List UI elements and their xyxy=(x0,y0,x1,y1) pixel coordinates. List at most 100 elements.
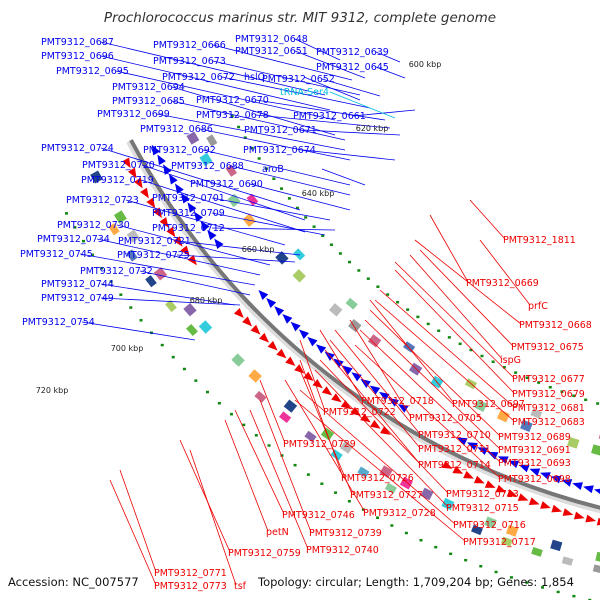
tick-dot xyxy=(90,253,94,257)
reverse-leader-line xyxy=(299,389,456,525)
reverse-feature-block xyxy=(113,210,127,224)
tick-label: 640 kbp xyxy=(302,189,335,198)
rna-leader-line xyxy=(329,91,396,119)
reverse-feature-block xyxy=(505,524,519,537)
reverse-feature-block xyxy=(531,547,543,557)
reverse-gene-label: PMT9312_0740 xyxy=(306,545,379,556)
reverse-feature-block xyxy=(304,430,317,443)
forward-gene-arrow xyxy=(200,220,210,232)
tick-dot xyxy=(525,376,529,379)
tick-dot xyxy=(205,390,209,394)
forward-feature-block xyxy=(520,419,533,432)
forward-gene-arrow xyxy=(467,442,478,451)
tick-dot xyxy=(295,206,299,210)
forward-feature-block xyxy=(293,248,306,261)
tick-dot xyxy=(479,564,483,568)
reverse-leader-line xyxy=(334,329,421,435)
forward-gene-label: PMT9312_0688 xyxy=(171,161,244,172)
tick-dot xyxy=(357,269,361,272)
tick-dot xyxy=(458,342,462,346)
reverse-feature-block xyxy=(279,411,292,424)
forward-gene-label: PMT9312_0732 xyxy=(80,266,153,277)
reverse-gene-label: PMT9312_0746 xyxy=(282,510,355,521)
forward-leader-line xyxy=(294,38,341,61)
reverse-gene-arrow xyxy=(506,489,518,497)
tick-dot xyxy=(509,576,513,579)
reverse-gene-arrow xyxy=(340,400,352,410)
reverse-leader-line xyxy=(469,199,506,240)
forward-leader-line xyxy=(352,109,416,117)
reverse-leader-line xyxy=(179,439,231,553)
forward-leader-line xyxy=(321,78,381,97)
tick-dot xyxy=(572,594,576,598)
reverse-gene-label: PMT9312_0714 xyxy=(418,460,491,471)
forward-leader-line xyxy=(375,51,401,63)
forward-gene-label: PMT9312_0652 xyxy=(262,74,335,85)
forward-gene-label: PMT9312_0699 xyxy=(97,109,170,120)
reverse-gene-label: PMT9312_0683 xyxy=(512,417,585,428)
reverse-gene-arrow xyxy=(159,217,169,228)
tick-label: 700 kbp xyxy=(111,344,144,353)
tick-dot xyxy=(494,570,498,574)
forward-gene-label: PMT9312_0724 xyxy=(41,143,114,154)
forward-gene-arrow xyxy=(258,289,269,300)
tick-dot xyxy=(334,491,338,494)
forward-leader-line xyxy=(230,165,351,196)
reverse-gene-arrow xyxy=(303,371,314,382)
forward-gene-label: PMT9312_0694 xyxy=(112,82,185,93)
forward-feature-block xyxy=(206,134,218,147)
forward-gene-arrow xyxy=(539,472,551,480)
forward-gene-label: PMT9312_0721 xyxy=(118,236,191,247)
tick-label: 600 kbp xyxy=(409,60,442,69)
reverse-feature-block xyxy=(592,564,600,574)
reverse-leader-line xyxy=(284,379,366,513)
forward-gene-arrow xyxy=(593,488,600,496)
forward-leader-line xyxy=(302,149,396,161)
tick-dot xyxy=(287,197,291,200)
reverse-feature-block xyxy=(484,516,497,529)
tick-label: 620 kbp xyxy=(356,124,389,133)
reverse-leader-line xyxy=(294,399,466,542)
ring-layer xyxy=(64,115,600,600)
reverse-leader-line xyxy=(319,359,449,494)
genome-summary-text: Topology: circular; Length: 1,709,204 bp… xyxy=(257,575,574,589)
reverse-gene-arrow xyxy=(276,348,287,359)
reverse-feature-block xyxy=(108,223,120,236)
tick-dot xyxy=(254,434,258,437)
reverse-gene-arrow xyxy=(173,236,183,247)
forward-gene-arrow xyxy=(157,154,166,166)
reverse-gene-arrow xyxy=(585,514,597,523)
reverse-gene-label: PMT9312_0679 xyxy=(512,389,585,400)
reverse-gene-arrow xyxy=(122,157,131,169)
tick-dot xyxy=(537,381,541,384)
tick-dot xyxy=(514,371,518,374)
forward-leader-line xyxy=(321,168,366,186)
tick-dot xyxy=(366,277,370,280)
tick-dot xyxy=(584,398,588,402)
tick-dot xyxy=(129,306,133,309)
tick-dot xyxy=(250,146,254,150)
tick-dot xyxy=(267,444,271,447)
tick-dot xyxy=(426,322,430,326)
reverse-feature-block xyxy=(550,539,563,552)
reverse-gene-arrow xyxy=(528,497,540,505)
tick-dot xyxy=(182,367,186,371)
forward-gene-arrow xyxy=(397,404,409,413)
reverse-gene-label: PMT9312_0691 xyxy=(498,445,571,456)
tick-dot xyxy=(264,167,268,170)
forward-gene-label: PMT9312_0734 xyxy=(37,234,110,245)
reverse-leader-line xyxy=(369,309,501,437)
reverse-leader-line xyxy=(319,329,364,401)
forward-gene-label: PMT9312_0651 xyxy=(235,46,308,57)
forward-gene-arrow xyxy=(151,144,161,156)
tick-dot xyxy=(171,355,175,359)
forward-gene-arrow xyxy=(518,464,530,473)
tick-dot xyxy=(376,285,380,288)
forward-gene-arrow xyxy=(193,211,203,222)
reverse-gene-label: PMT9312_0698 xyxy=(498,474,571,485)
tick-dot xyxy=(329,243,333,246)
reverse-gene-arrow xyxy=(233,308,244,319)
reverse-gene-arrow xyxy=(140,187,149,199)
forward-gene-arrow xyxy=(187,202,197,213)
reverse-gene-label: PMT9312_0773 xyxy=(154,581,227,592)
